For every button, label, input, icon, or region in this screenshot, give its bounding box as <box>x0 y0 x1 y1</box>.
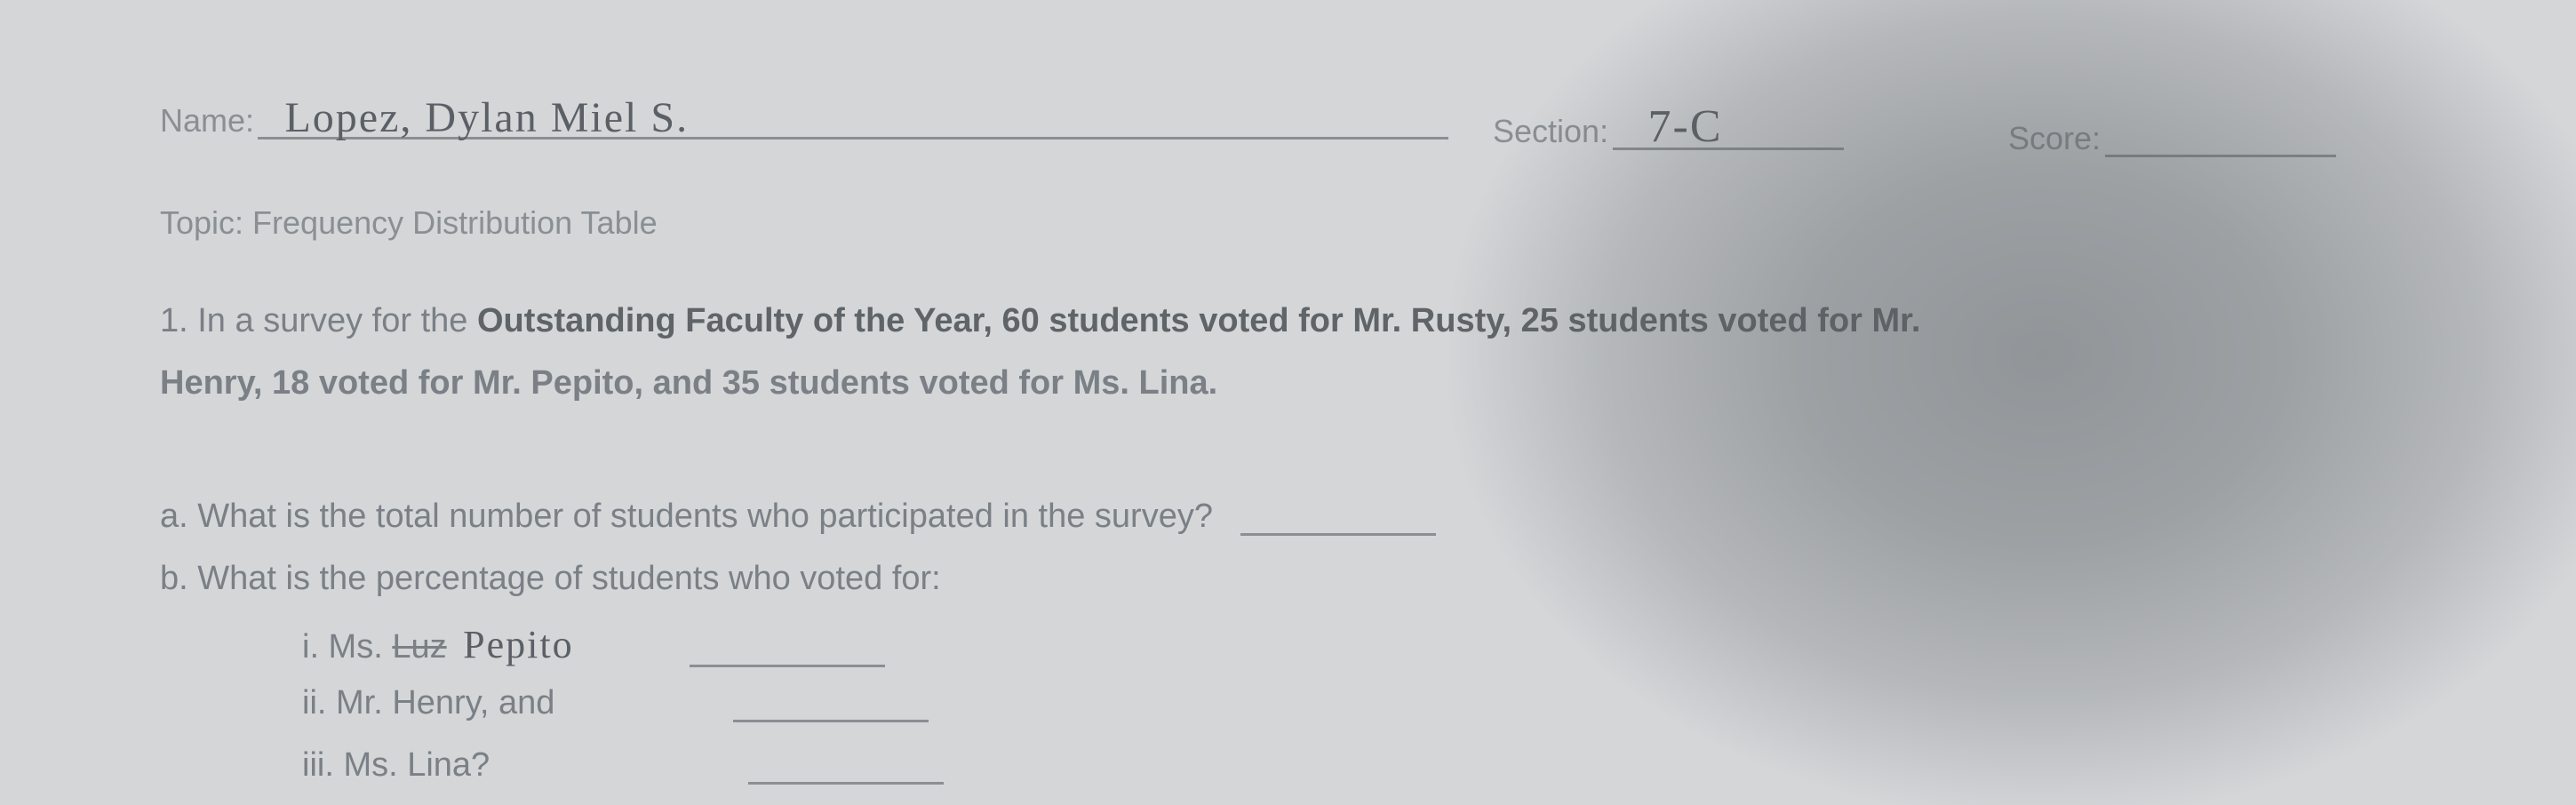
qb-line: b. What is the percentage of students wh… <box>160 560 941 598</box>
q1-line2-text: Henry, 18 voted for Mr. Pepito, and 35 s… <box>160 364 1217 402</box>
qb-text: b. What is the percentage of students wh… <box>160 560 941 597</box>
qb-iii: iii. Ms. Lina? <box>302 746 944 785</box>
qa-text: a. What is the total number of students … <box>160 498 1213 535</box>
qb-i: i. Ms. Luz Pepito <box>302 622 885 667</box>
photo-shadow <box>1065 0 2576 805</box>
worksheet-page: { "header":{ "name_label":"Name:", "name… <box>0 0 2576 805</box>
qb-iii-blank <box>748 755 944 785</box>
qb-iii-text: iii. Ms. Lina? <box>302 746 490 784</box>
topic-line: Topic: Frequency Distribution Table <box>160 204 658 242</box>
qb-i-prefix: i. Ms. <box>302 628 392 666</box>
qb-i-hand: Pepito <box>463 623 573 666</box>
qb-ii-blank <box>733 693 929 722</box>
qb-ii-text: ii. Mr. Henry, and <box>302 684 554 721</box>
name-value: Lopez, Dylan Miel S. <box>284 93 689 142</box>
name-label: Name: <box>160 102 254 139</box>
qb-i-blank <box>690 638 885 667</box>
topic-text: Topic: Frequency Distribution Table <box>160 204 658 241</box>
qb-i-strike: Luz <box>392 628 446 666</box>
qb-ii: ii. Mr. Henry, and <box>302 684 929 722</box>
q1-line1-a: 1. In a survey for the <box>160 302 477 339</box>
q1-line2: Henry, 18 voted for Mr. Pepito, and 35 s… <box>160 364 1217 402</box>
